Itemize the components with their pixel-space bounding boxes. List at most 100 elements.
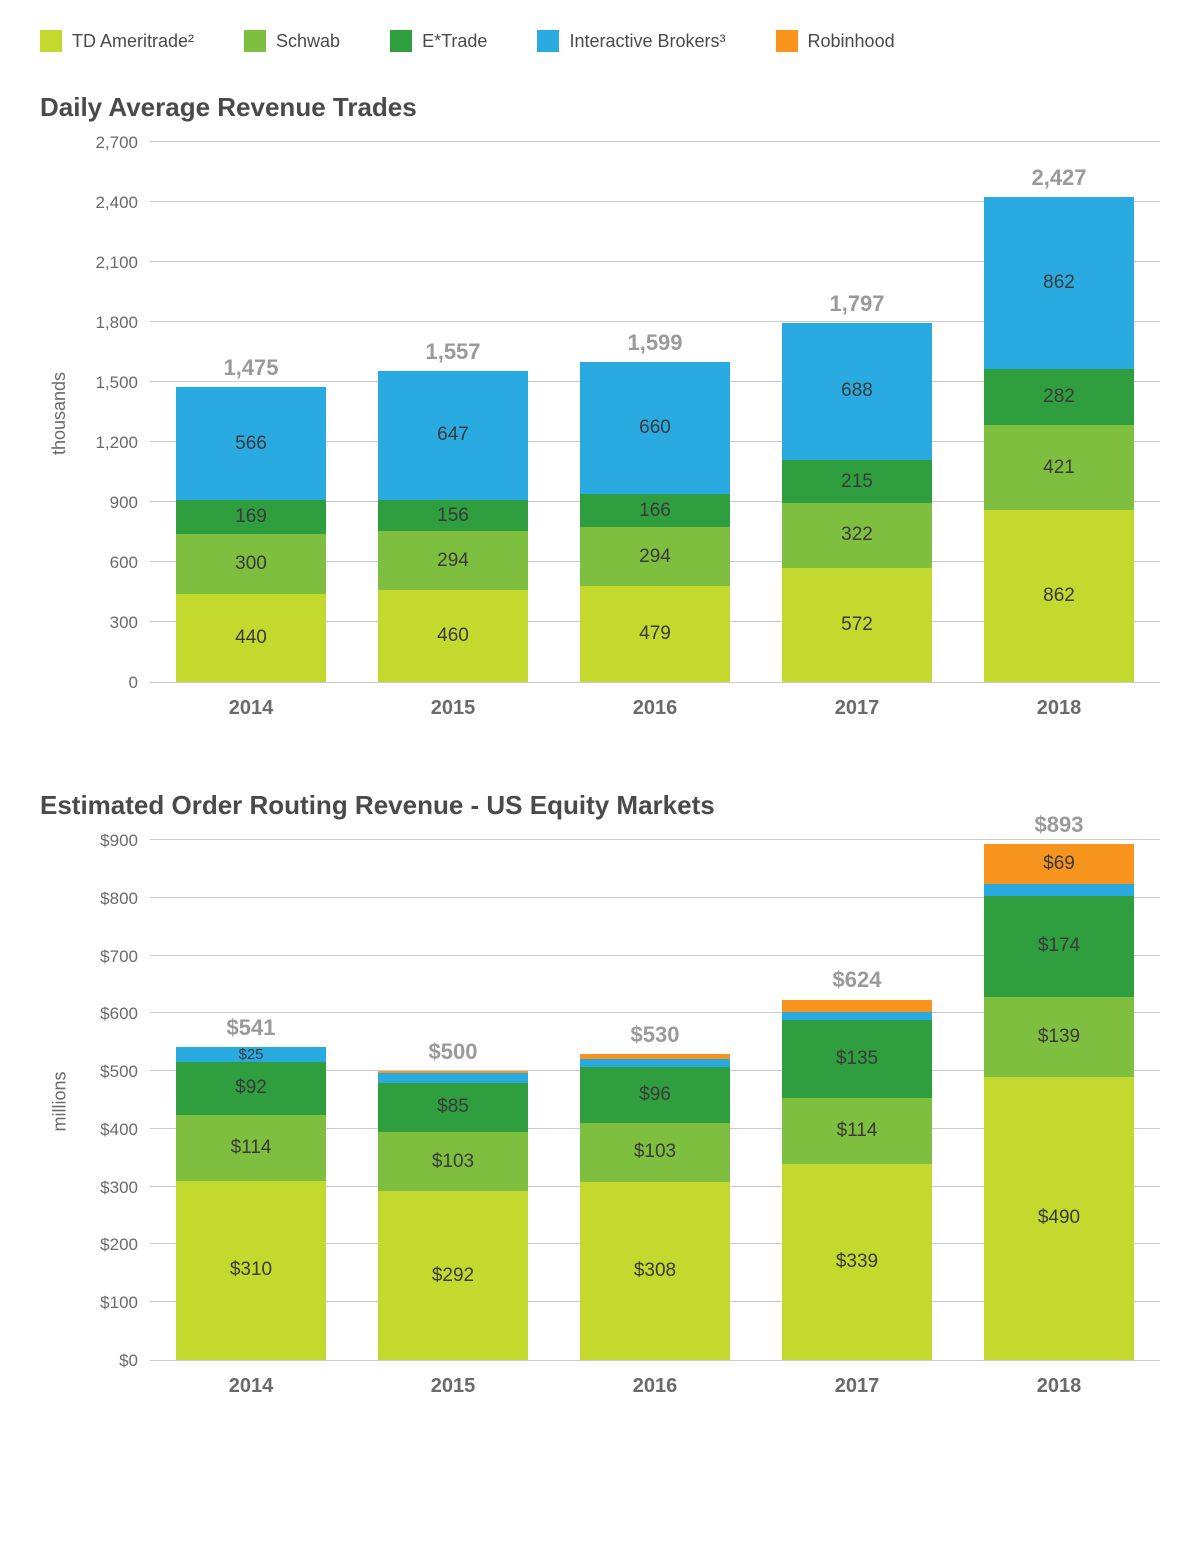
stacked-bar: $339$114$135 (782, 1000, 932, 1361)
bar-segment (580, 1059, 730, 1067)
chart2-y-axis-label-wrap: millions (40, 841, 80, 1361)
bar-segment: $310 (176, 1181, 326, 1360)
stacked-bar: 440300169566 (176, 387, 326, 682)
legend-item: Interactive Brokers³ (537, 30, 725, 52)
y-tick-label: 600 (110, 553, 138, 573)
bar-segment (782, 1012, 932, 1021)
legend-label: E*Trade (422, 31, 487, 52)
x-tick-label: 2015 (378, 697, 528, 720)
y-tick-label: 2,400 (95, 193, 138, 213)
x-tick-label: 2014 (176, 697, 326, 720)
bar-slot: 2,427862421282862 (984, 143, 1134, 682)
bar-segment (782, 1000, 932, 1012)
bar-segment: 300 (176, 534, 326, 594)
legend-item: Schwab (244, 30, 340, 52)
chart1-x-axis: 20142015201620172018 (150, 697, 1160, 720)
bar-total-label: 1,557 (378, 339, 528, 365)
bar-segment: 479 (580, 586, 730, 682)
y-tick-label: $800 (100, 889, 138, 909)
legend-swatch (537, 30, 559, 52)
y-tick-label: $500 (100, 1062, 138, 1082)
y-tick-label: 900 (110, 493, 138, 513)
bar-segment (378, 1073, 528, 1083)
bar-segment: 862 (984, 510, 1134, 682)
legend-swatch (40, 30, 62, 52)
bar-segment: $139 (984, 997, 1134, 1077)
chart2-plot: $541$310$114$92$25$500$292$103$85$530$30… (150, 841, 1160, 1361)
x-tick-label: 2017 (782, 697, 932, 720)
x-tick-label: 2016 (580, 1375, 730, 1398)
bar-segment: 294 (580, 527, 730, 586)
stacked-bar: 572322215688 (782, 323, 932, 682)
bar-total-label: 1,599 (580, 330, 730, 356)
bar-segment: $92 (176, 1062, 326, 1115)
bar-total-label: 2,427 (984, 165, 1134, 191)
bar-total-label: $530 (580, 1022, 730, 1048)
bar-segment: 282 (984, 369, 1134, 425)
bar-total-label: 1,475 (176, 355, 326, 381)
legend-label: TD Ameritrade² (72, 31, 194, 52)
bar-segment: 166 (580, 494, 730, 527)
bar-segment: $103 (378, 1132, 528, 1192)
y-tick-label: $600 (100, 1004, 138, 1024)
y-tick-label: $300 (100, 1178, 138, 1198)
legend: TD Ameritrade² Schwab E*Trade Interactive B… (40, 30, 1160, 52)
y-tick-label: 0 (129, 673, 138, 693)
bar-segment: 862 (984, 197, 1134, 369)
x-tick-label: 2014 (176, 1375, 326, 1398)
stacked-bar: $292$103$85 (378, 1071, 528, 1360)
bar-slot: 1,797 572322215688 (782, 143, 932, 682)
stacked-bar: $310$114$92$25 (176, 1047, 326, 1360)
bars-row: 1,475 440300169566 1,557 460294156647 1,599 4… (150, 143, 1160, 682)
legend-swatch (390, 30, 412, 52)
stacked-bar: 460294156647 (378, 371, 528, 682)
y-tick-label: 1,200 (95, 433, 138, 453)
bar-slot: 1,599 479294166660 (580, 143, 730, 682)
x-tick-label: 2018 (984, 1375, 1134, 1398)
chart1-plot: 1,475 440300169566 1,557 460294156647 1,599 4… (150, 143, 1160, 683)
bar-segment: 294 (378, 531, 528, 590)
stacked-bar: $308$103$96 (580, 1054, 730, 1360)
bar-total-label: 1,797 (782, 291, 932, 317)
legend-label: Interactive Brokers³ (569, 31, 725, 52)
bar-segment: $69 (984, 844, 1134, 884)
y-tick-label: $900 (100, 831, 138, 851)
bar-segment: 322 (782, 503, 932, 567)
x-tick-label: 2018 (984, 697, 1134, 720)
bar-segment: $96 (580, 1067, 730, 1122)
chart1-y-axis-label-wrap: thousands (40, 143, 80, 683)
bar-segment: 421 (984, 425, 1134, 509)
legend-item: TD Ameritrade² (40, 30, 194, 52)
y-tick-label: $400 (100, 1120, 138, 1140)
bar-slot: $500$292$103$85 (378, 841, 528, 1360)
bar-segment: 215 (782, 460, 932, 503)
y-tick-label: $100 (100, 1293, 138, 1313)
y-tick-label: $0 (119, 1351, 138, 1371)
bar-slot: $624$339$114$135 (782, 841, 932, 1360)
x-tick-label: 2015 (378, 1375, 528, 1398)
stacked-bar: $490$139$174$69 (984, 844, 1134, 1360)
bar-segment: $114 (176, 1115, 326, 1181)
y-tick-label: $200 (100, 1235, 138, 1255)
y-tick-label: 1,800 (95, 313, 138, 333)
y-tick-label: 300 (110, 613, 138, 633)
bar-segment: 169 (176, 500, 326, 534)
bar-segment: $85 (378, 1083, 528, 1132)
bar-segment: $490 (984, 1077, 1134, 1360)
chart-daily-average-revenue-trades: Daily Average Revenue Trades thousands 0… (40, 92, 1160, 720)
grid-line (150, 839, 1160, 840)
chart1-y-axis-label: thousands (50, 371, 71, 454)
bar-segment: $339 (782, 1164, 932, 1360)
bar-segment: 688 (782, 323, 932, 461)
bar-segment: $135 (782, 1020, 932, 1098)
y-tick-label: 2,700 (95, 133, 138, 153)
x-tick-label: 2017 (782, 1375, 932, 1398)
legend-swatch (244, 30, 266, 52)
bar-segment: 566 (176, 387, 326, 500)
bar-segment: 460 (378, 590, 528, 682)
bar-segment: 647 (378, 371, 528, 500)
bars-row: $541$310$114$92$25$500$292$103$85$530$30… (150, 841, 1160, 1360)
bar-segment: 660 (580, 362, 730, 494)
y-tick-label: 2,100 (95, 253, 138, 273)
legend-item: E*Trade (390, 30, 487, 52)
